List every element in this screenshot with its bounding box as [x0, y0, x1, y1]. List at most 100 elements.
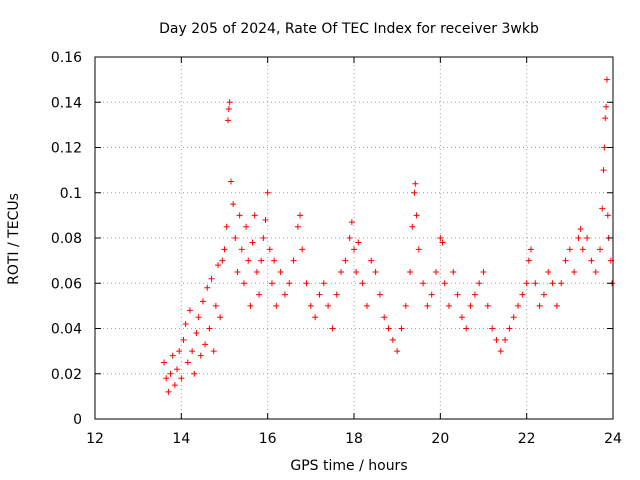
data-point: [236, 212, 243, 219]
data-point: [338, 268, 345, 275]
data-point: [476, 280, 483, 287]
data-point: [320, 280, 327, 287]
x-tick-label: 18: [345, 431, 363, 447]
data-point: [290, 257, 297, 264]
data-point: [385, 325, 392, 332]
data-point: [182, 320, 189, 327]
y-axis-label: ROTI / TECUs: [6, 193, 22, 285]
data-point: [433, 268, 440, 275]
data-point: [204, 284, 211, 291]
data-point: [316, 291, 323, 298]
data-point: [489, 325, 496, 332]
data-point: [167, 370, 174, 377]
data-point: [169, 352, 176, 359]
data-point: [577, 225, 584, 232]
data-point: [428, 291, 435, 298]
data-point: [286, 280, 293, 287]
y-tick-label: 0.02: [51, 367, 82, 383]
data-point: [333, 291, 340, 298]
data-point: [467, 302, 474, 309]
data-point: [506, 325, 513, 332]
data-point: [264, 189, 271, 196]
data-point: [247, 302, 254, 309]
data-point: [165, 388, 172, 395]
data-point: [407, 268, 414, 275]
data-point: [532, 280, 539, 287]
data-point: [445, 302, 452, 309]
data-point: [381, 314, 388, 321]
data-point: [519, 291, 526, 298]
data-point: [584, 235, 591, 241]
data-point: [210, 348, 217, 355]
data-point: [238, 246, 245, 253]
data-point: [277, 268, 284, 275]
data-point: [536, 302, 543, 309]
data-point: [562, 257, 569, 264]
data-point: [224, 117, 231, 124]
data-point: [599, 205, 606, 212]
data-point: [212, 302, 219, 309]
data-point: [307, 302, 314, 309]
data-point: [441, 280, 448, 287]
data-point: [424, 302, 431, 309]
data-point: [597, 246, 604, 253]
data-point: [497, 348, 504, 355]
data-point: [484, 302, 491, 309]
data-point: [510, 314, 517, 321]
data-point: [161, 359, 168, 366]
x-tick-label: 20: [431, 431, 449, 447]
data-point: [195, 314, 202, 321]
data-point: [601, 144, 608, 151]
data-point: [178, 375, 185, 382]
data-point: [329, 325, 336, 332]
data-point: [454, 291, 461, 298]
data-point: [325, 302, 332, 309]
data-point: [571, 268, 578, 275]
data-point: [527, 246, 534, 253]
data-point: [294, 223, 301, 230]
data-point: [351, 246, 357, 253]
y-tick-label: 0.1: [60, 186, 82, 202]
data-point: [186, 307, 193, 314]
data-point: [458, 314, 465, 321]
y-tick-label: 0.14: [51, 95, 82, 111]
data-point: [189, 348, 196, 355]
data-point: [463, 325, 470, 332]
data-point: [176, 348, 183, 355]
data-point: [266, 246, 273, 253]
x-axis-label: GPS time / hours: [290, 458, 407, 474]
data-point: [226, 99, 233, 106]
data-point: [202, 341, 209, 348]
data-point: [566, 246, 573, 253]
data-point: [268, 280, 275, 287]
data-point: [342, 257, 349, 264]
data-point: [471, 291, 478, 298]
data-point: [253, 268, 260, 275]
data-point: [604, 212, 611, 219]
data-point: [540, 291, 547, 298]
data-point: [297, 212, 304, 219]
x-tick-label: 14: [172, 431, 190, 447]
data-point: [355, 239, 362, 246]
axes: 12 14 16 18 20 22 24 0 0.02 0.04 0.06 0.08 0.1 0.12 0.…: [51, 50, 622, 447]
data-point: [600, 167, 607, 174]
data-point: [258, 257, 265, 264]
chart-title: Day 205 of 2024, Rate Of TEC Index for r…: [159, 21, 539, 37]
grid-lines: [95, 57, 613, 419]
data-point: [303, 280, 310, 287]
data-point: [549, 280, 556, 287]
data-point: [208, 275, 215, 282]
x-tick-label: 24: [604, 431, 622, 447]
data-point: [394, 348, 401, 355]
data-point: [299, 246, 306, 253]
data-point: [402, 302, 409, 309]
data-point: [312, 314, 319, 321]
y-tick-label: 0.12: [51, 141, 82, 157]
data-point: [411, 189, 418, 196]
data-point: [502, 336, 509, 343]
x-tick-label: 16: [259, 431, 277, 447]
x-tick-label: 22: [518, 431, 536, 447]
data-point: [199, 298, 206, 305]
data-point: [353, 268, 360, 275]
